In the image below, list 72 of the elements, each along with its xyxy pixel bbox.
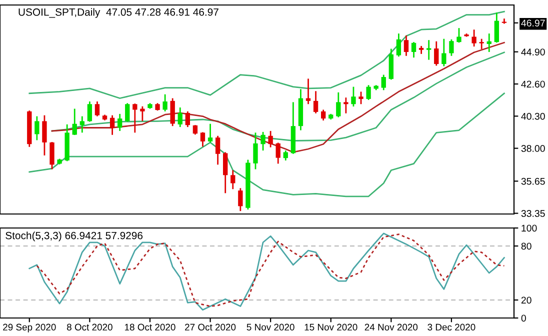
x-tick-label: 5 Nov 2020 (246, 324, 294, 330)
line-series (51, 42, 505, 153)
candlestick (283, 150, 288, 162)
candlestick (162, 94, 168, 112)
candlestick (132, 102, 138, 134)
candlestick (125, 102, 130, 122)
y-tick-label: 42.60 (521, 80, 545, 88)
candlestick (80, 116, 84, 134)
candlestick (72, 108, 77, 136)
candlestick (215, 135, 220, 166)
candlestick (336, 92, 341, 118)
candlestick (230, 170, 236, 190)
y-tick-label: 20 (521, 296, 532, 304)
candlestick (192, 124, 198, 136)
candlestick (449, 38, 454, 57)
y-tick-label: 46.97 (521, 20, 545, 27)
x-tick-label: 3 Dec 2020 (428, 324, 476, 330)
candlestick (306, 78, 311, 105)
candlestick (366, 84, 371, 101)
y-tick-label: 100 (522, 224, 537, 232)
y-tick-label: 35.65 (521, 178, 545, 185)
candlestick (426, 39, 432, 60)
candlestick (200, 132, 206, 148)
y-tick-label: 80 (521, 242, 532, 250)
x-tick-label: 27 Oct 2020 (185, 324, 236, 330)
x-tick-label: 24 Nov 2020 (364, 324, 418, 330)
y-tick-label: 38.00 (521, 145, 545, 152)
chart-title: USOIL_SPT,Daily 47.05 47.28 46.91 46.97 (18, 8, 218, 18)
candlestick (110, 114, 115, 136)
candlestick (268, 130, 273, 148)
candlestick (456, 27, 462, 44)
candlestick (381, 74, 386, 91)
candlestick (117, 113, 122, 132)
candlestick (170, 98, 175, 127)
x-tick-label: 8 Oct 2020 (66, 324, 112, 330)
candlestick (34, 116, 40, 141)
x-tick-label: 18 Oct 2020 (124, 324, 176, 330)
line-series (28, 92, 505, 198)
candlestick (87, 100, 92, 122)
y-tick-label: 33.35 (521, 210, 545, 217)
candlestick (442, 38, 446, 67)
candlestick (42, 114, 47, 156)
candlestick (434, 40, 439, 66)
candlestick (472, 28, 476, 48)
candlestick (223, 152, 228, 194)
candlestick (50, 141, 54, 170)
candlestick (494, 12, 499, 44)
candlestick (253, 132, 258, 170)
candlestick (94, 100, 100, 117)
candlestick (344, 96, 348, 114)
candlestick (313, 90, 318, 114)
candlestick (238, 187, 243, 212)
chart-title: Stoch(5,3,3) 66.9421 57.9296 (6, 232, 143, 242)
candlestick (411, 41, 416, 58)
candlestick (178, 106, 182, 128)
candlestick (351, 86, 356, 108)
candlestick (276, 142, 280, 164)
candlestick (358, 90, 364, 105)
candlestick (396, 32, 402, 58)
candlestick (404, 34, 409, 57)
candlestick (140, 106, 145, 122)
x-tick-label: 15 Nov 2020 (304, 324, 358, 330)
y-tick-label: 40.30 (521, 112, 545, 120)
x-tick-label: 29 Sep 2020 (3, 324, 56, 332)
candlestick (486, 32, 492, 53)
candlestick (260, 131, 266, 152)
candlestick (208, 123, 213, 144)
y-tick-label: 0 (521, 314, 526, 322)
candlestick (320, 109, 326, 122)
candlestick (479, 38, 484, 50)
candlestick (185, 110, 190, 128)
y-tick-label: 44.90 (521, 48, 545, 56)
